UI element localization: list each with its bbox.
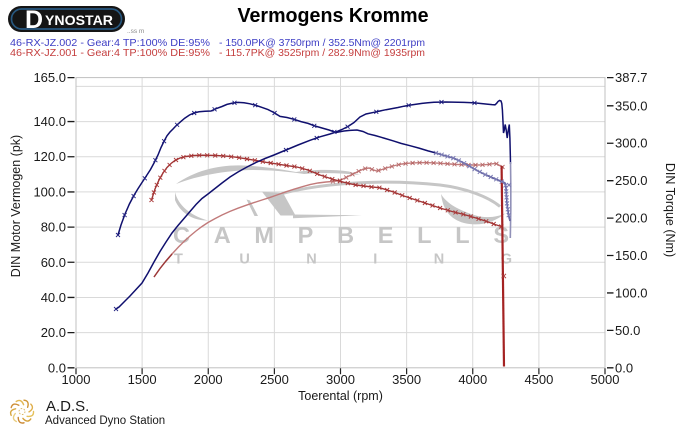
svg-text:Vermogens Kromme: Vermogens Kromme — [238, 5, 429, 27]
svg-text:20.0: 20.0 — [41, 325, 66, 340]
svg-text:250.0: 250.0 — [615, 173, 648, 188]
svg-text:100.0: 100.0 — [615, 285, 648, 300]
svg-text:2000: 2000 — [194, 372, 223, 387]
svg-text:150.0: 150.0 — [615, 248, 648, 263]
svg-text:200.0: 200.0 — [615, 211, 648, 226]
svg-text:..ss m: ..ss m — [127, 28, 144, 35]
svg-text:DIN Motor Vermogen (pk): DIN Motor Vermogen (pk) — [9, 135, 23, 277]
svg-text:80.0: 80.0 — [41, 220, 66, 235]
svg-text:YNOSTAR: YNOSTAR — [45, 12, 113, 28]
svg-text:46-RX-JZ.001 - Gear:4 TP:100%: 46-RX-JZ.001 - Gear:4 TP:100% DE:95% — [10, 47, 210, 59]
svg-text:1500: 1500 — [128, 372, 157, 387]
svg-text:4500: 4500 — [524, 372, 553, 387]
svg-text:60.0: 60.0 — [41, 255, 66, 270]
svg-text:300.0: 300.0 — [615, 136, 648, 151]
svg-text:- 150.0PK@ 3750rpm / 352.5Nm@: - 150.0PK@ 3750rpm / 352.5Nm@ 2201rpm — [219, 37, 425, 49]
svg-text:46-RX-JZ.002 - Gear:4 TP:100%: 46-RX-JZ.002 - Gear:4 TP:100% DE:95% — [10, 37, 210, 49]
svg-text:1000: 1000 — [62, 372, 91, 387]
svg-text:3000: 3000 — [326, 372, 355, 387]
svg-text:Toerental (rpm): Toerental (rpm) — [298, 389, 383, 403]
svg-text:50.0: 50.0 — [615, 323, 640, 338]
svg-text:2500: 2500 — [260, 372, 289, 387]
svg-text:3500: 3500 — [392, 372, 421, 387]
svg-text:350.0: 350.0 — [615, 98, 648, 113]
svg-text:A.D.S.: A.D.S. — [46, 398, 89, 415]
svg-text:5000: 5000 — [591, 372, 620, 387]
svg-text:DIN Torque (Nm): DIN Torque (Nm) — [663, 163, 677, 257]
svg-text:387.7: 387.7 — [615, 70, 648, 85]
svg-text:140.0: 140.0 — [33, 114, 66, 129]
svg-text:0.0: 0.0 — [48, 360, 66, 375]
svg-text:Advanced Dyno Station: Advanced Dyno Station — [45, 415, 165, 427]
svg-text:CAMPBELLS: CAMPBELLS — [173, 222, 509, 248]
svg-text:0.0: 0.0 — [615, 360, 633, 375]
svg-text:165.0: 165.0 — [33, 70, 66, 85]
svg-text:100.0: 100.0 — [33, 184, 66, 199]
svg-text:- 115.7PK@ 3525rpm / 282.9Nm@: - 115.7PK@ 3525rpm / 282.9Nm@ 1935rpm — [219, 47, 425, 59]
svg-text:D: D — [25, 6, 43, 34]
svg-text:4000: 4000 — [458, 372, 487, 387]
svg-text:120.0: 120.0 — [33, 149, 66, 164]
svg-text:40.0: 40.0 — [41, 290, 66, 305]
